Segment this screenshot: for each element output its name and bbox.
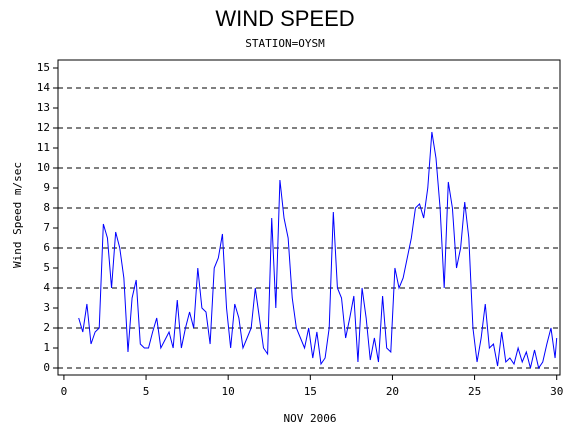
plot-frame [57, 59, 561, 376]
y-tick-label: 5 [43, 261, 50, 274]
y-axis-label: Wind Speed m/sec [11, 162, 24, 268]
x-tick-label: 20 [386, 385, 399, 398]
y-tick-label: 2 [43, 321, 50, 334]
chart-title: WIND SPEED [215, 6, 354, 31]
y-tick-label: 6 [43, 241, 50, 254]
y-tick-label: 9 [43, 181, 50, 194]
y-tick-label: 0 [43, 361, 50, 374]
y-tick-label: 13 [37, 101, 50, 114]
y-tick-label: 4 [43, 281, 50, 294]
y-tick-label: 12 [37, 121, 50, 134]
data-line [78, 131, 558, 370]
x-tick-label: 25 [468, 385, 481, 398]
x-tick-label: 10 [222, 385, 235, 398]
x-axis-label: NOV 2006 [284, 412, 337, 425]
y-tick-label: 14 [37, 81, 51, 94]
chart-subtitle: STATION=OYSM [245, 37, 325, 50]
x-tick-label: 15 [304, 385, 317, 398]
y-tick-label: 11 [37, 141, 50, 154]
y-tick-label: 7 [43, 221, 50, 234]
y-tick-label: 1 [43, 341, 50, 354]
y-tick-label: 3 [43, 301, 50, 314]
x-tick-label: 5 [143, 385, 150, 398]
y-tick-label: 8 [43, 201, 50, 214]
y-tick-label: 15 [37, 61, 50, 74]
x-tick-label: 0 [61, 385, 68, 398]
x-tick-label: 30 [550, 385, 563, 398]
y-tick-label: 10 [37, 161, 50, 174]
